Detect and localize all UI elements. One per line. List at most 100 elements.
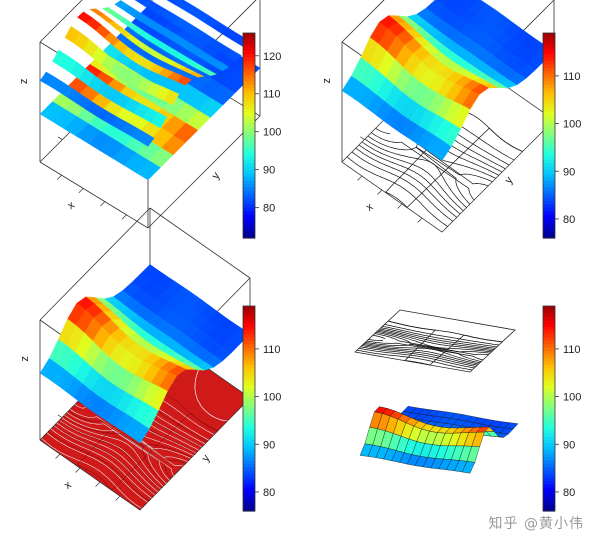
panel-2-colorbar-band (543, 190, 555, 195)
panel-1-tick (121, 214, 127, 220)
panel-3-colorbar-band (243, 439, 255, 444)
panel-4-colorbar-band (543, 483, 555, 488)
panel-4-colorbar-band (543, 487, 555, 492)
panel-1-colorbar-band (243, 56, 255, 61)
panel-4-contour (363, 344, 479, 365)
panel-4-colorbar-band (543, 476, 555, 481)
panel-2-colorbar-band (543, 186, 555, 191)
panel-2-colorbar-band (543, 118, 555, 123)
panel-4-colorbar-band (543, 370, 555, 375)
panel-1-colorbar-band (243, 121, 255, 126)
panel-4-colorbar-label: 90 (563, 439, 575, 451)
panel-3-dark-contour (77, 401, 82, 404)
panel-3-colorbar-band (243, 418, 255, 423)
panel-4-colorbar-band (543, 343, 555, 348)
panel-4-colorbar-band (543, 473, 555, 478)
panel-1-colorbar-band (243, 142, 255, 147)
panel-3-colorbar-band (243, 459, 255, 464)
panel-4-colorbar-band (543, 401, 555, 406)
panel-2-colorbar-band (543, 104, 555, 109)
panel-2-colorbar-band (543, 77, 555, 82)
panel-3-tick (115, 495, 121, 501)
panel-3-colorbar-band (243, 381, 255, 386)
panel-1-colorbar-band (243, 97, 255, 102)
panel-3-colorbar-band (243, 370, 255, 375)
panel-1-colorbar-band (243, 193, 255, 198)
panel-2-contour (367, 135, 471, 205)
panel-4-contour (368, 339, 384, 342)
panel-2-colorbar-label: 80 (563, 214, 575, 226)
panel-3-colorbar-band (243, 384, 255, 389)
panel-2-colorbar-band (543, 152, 555, 157)
panel-3-tick (55, 453, 61, 459)
panel-2-colorbar-band (543, 84, 555, 89)
panel-2-colorbar-band (543, 138, 555, 143)
panel-1-colorbar-band (243, 39, 255, 44)
panel-1-ribbon (89, 8, 106, 16)
panel-4-colorbar-band (543, 425, 555, 430)
panel-4-colorbar-band (543, 490, 555, 495)
panel-3-colorbar-band (243, 329, 255, 334)
panel-4-contour (378, 329, 493, 352)
panel-4-colorbar-band (543, 435, 555, 440)
panel-1-colorbar-band (243, 36, 255, 41)
panel-4-colorbar-band (543, 333, 555, 338)
panel-4-contour (388, 320, 503, 343)
panel-1-colorbar-band (243, 234, 255, 239)
panel-1-colorbar-band (243, 231, 255, 236)
panel-4: 80 90 100 110 (354, 305, 581, 512)
panel-1-colorbar-band (243, 179, 255, 184)
panel-1-colorbar-band (243, 224, 255, 229)
panel-4-colorbar-band (543, 326, 555, 331)
panel-3-colorbar-band (243, 449, 255, 454)
panel-2-colorbar-band (543, 74, 555, 79)
panel-4-colorbar-band (543, 329, 555, 334)
panel-1-colorbar-band (243, 176, 255, 181)
panel-2-colorbar-band (543, 183, 555, 188)
panel-3-colorbar-band (243, 442, 255, 447)
panel-2-colorbar-band (543, 234, 555, 239)
panel-2-colorbar-band (543, 101, 555, 106)
panel-4-contour (380, 327, 496, 349)
panel-2-surface-facet (341, 75, 360, 97)
panel-2-colorbar-band (543, 108, 555, 113)
panel-4-colorbar-label: 100 (563, 392, 581, 404)
panel-2-colorbar-band (543, 197, 555, 202)
panel-4-colorbar-band (543, 439, 555, 444)
panel-1-colorbar-band (243, 60, 255, 65)
panel-4-colorbar-band (543, 340, 555, 345)
panel-4-colorbar-band (543, 418, 555, 423)
panel-1-colorbar-band (243, 115, 255, 120)
panel-2-colorbar-band (543, 125, 555, 130)
panel-4-colorbar-band (543, 350, 555, 355)
panel-4-colorbar-band (543, 319, 555, 324)
panel-2-colorbar-band (543, 36, 555, 41)
panel-3-contour (41, 438, 142, 509)
panel-4-colorbar-band (543, 415, 555, 420)
panel-1-colorbar-band (243, 227, 255, 232)
panel-1-colorbar-band (243, 111, 255, 116)
panel-2-tick (360, 136, 365, 140)
panel-2-x-label: x (364, 201, 376, 214)
panel-1-colorbar-band (243, 149, 255, 154)
panel-1-colorbar-band (243, 214, 255, 219)
panel-3-colorbar-band (243, 319, 255, 324)
panel-2-contour (371, 132, 475, 201)
panel-3-colorbar-band (243, 323, 255, 328)
panel-3-tick (95, 481, 101, 487)
panel-3-x-label: x (62, 479, 74, 492)
panel-2-y-label: y (503, 174, 516, 186)
panel-2-colorbar-band (543, 91, 555, 96)
panel-1-colorbar-band (243, 94, 255, 99)
panel-4-colorbar-band (543, 429, 555, 434)
panel-3-box-edge (39, 207, 151, 321)
panel-1-colorbar-label: 80 (263, 203, 275, 215)
panel-2-colorbar-band (543, 43, 555, 48)
panel-4-colorbar-band (543, 497, 555, 502)
panel-3-tick (75, 467, 81, 473)
panel-3-colorbar-band (243, 326, 255, 331)
panel-4-colorbar-band (543, 470, 555, 475)
panel-1-tick (56, 174, 62, 180)
panel-3-colorbar-band (243, 411, 255, 416)
panel-1-colorbar-band (243, 138, 255, 143)
